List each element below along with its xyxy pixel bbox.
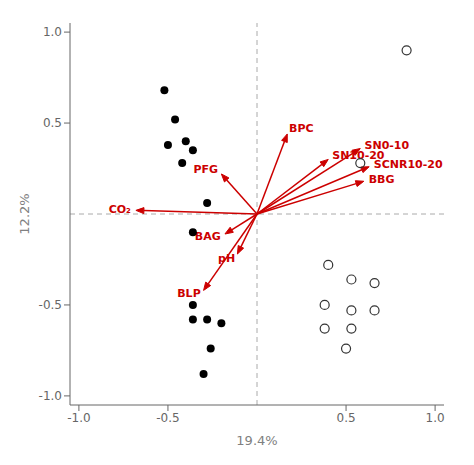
svg-text:SCNR10-20: SCNR10-20 xyxy=(374,158,443,171)
svg-text:SN10-20: SN10-20 xyxy=(332,149,385,163)
svg-text:SN0-10: SN0-10 xyxy=(365,139,410,152)
svg-text:1.0: 1.0 xyxy=(43,25,62,39)
svg-text:pH: pH xyxy=(218,251,236,265)
svg-text:-1.0: -1.0 xyxy=(67,411,90,425)
svg-text:0.5: 0.5 xyxy=(43,116,62,130)
svg-text:19.4%: 19.4% xyxy=(236,433,277,448)
svg-text:BPC: BPC xyxy=(289,122,314,135)
svg-text:BBG: BBG xyxy=(369,173,395,186)
svg-text:CO₂: CO₂ xyxy=(109,203,131,216)
svg-text:-1.0: -1.0 xyxy=(39,389,62,403)
svg-text:-0.5: -0.5 xyxy=(156,411,179,425)
svg-text:PFG: PFG xyxy=(193,163,218,176)
svg-text:BLP: BLP xyxy=(177,287,200,300)
svg-text:0.5: 0.5 xyxy=(337,411,356,425)
svg-text:1.0: 1.0 xyxy=(426,411,445,425)
svg-text:BAG: BAG xyxy=(195,230,221,243)
svg-text:12.2%: 12.2% xyxy=(17,193,32,234)
svg-text:-0.5: -0.5 xyxy=(39,298,62,312)
